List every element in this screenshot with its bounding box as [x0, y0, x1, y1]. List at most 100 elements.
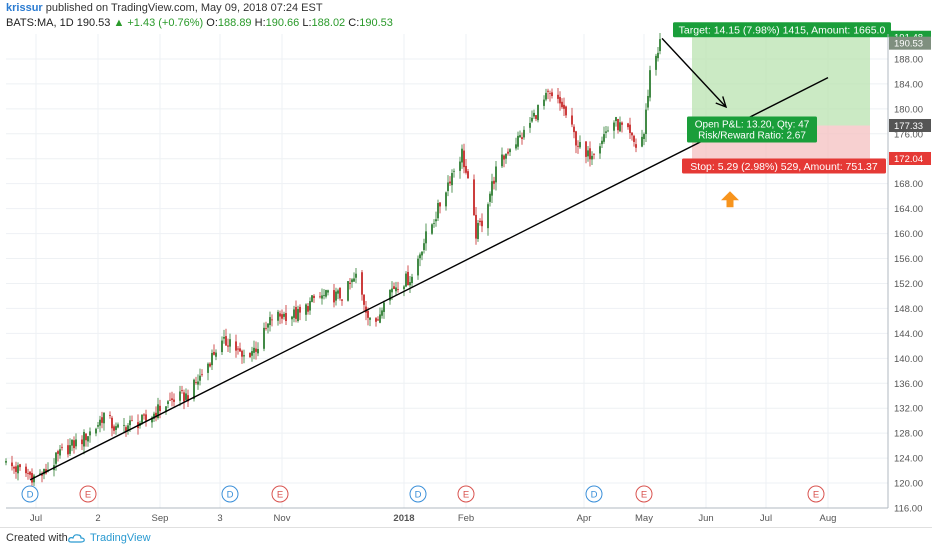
candle: [465, 159, 467, 175]
earnings-marker[interactable]: E: [457, 485, 475, 503]
candle: [19, 463, 21, 471]
candle: [585, 141, 587, 164]
candle: [405, 271, 407, 288]
price-chart[interactable]: Target: 14.15 (7.98%) 1415, Amount: 1665…: [0, 0, 932, 527]
candle: [461, 144, 463, 169]
candle: [227, 338, 229, 352]
close-label: C:: [348, 17, 360, 29]
y-tick-label: 140.00: [894, 354, 923, 365]
candle: [411, 273, 413, 288]
x-tick-label: Jul: [30, 513, 42, 524]
y-tick-label: 168.00: [894, 179, 923, 190]
candle: [27, 468, 29, 480]
candle: [561, 98, 563, 109]
price-badge: 172.04: [889, 151, 931, 165]
stop-label[interactable]: Stop: 5.29 (2.98%) 529, Amount: 751.37: [682, 158, 886, 174]
candle: [565, 105, 567, 119]
author-link[interactable]: krissur: [6, 2, 43, 14]
candle: [507, 148, 509, 156]
y-tick-label: 128.00: [894, 429, 923, 440]
candle: [117, 422, 119, 429]
candle: [631, 132, 633, 141]
y-axis[interactable]: 116.00 120.00 124.00 128.00 132.00 136.00 140.…: [887, 30, 931, 515]
candle: [183, 389, 185, 410]
svg-text:177.33: 177.33: [894, 121, 923, 132]
candle: [451, 169, 453, 193]
candle: [375, 316, 377, 327]
candle: [43, 468, 45, 480]
publish-line: krissur published on TradingView.com, Ma…: [6, 2, 323, 14]
candle: [563, 97, 565, 117]
candle: [55, 452, 57, 471]
dividend-marker[interactable]: D: [21, 485, 39, 503]
y-tick-label: 136.00: [894, 379, 923, 390]
candle: [257, 342, 259, 357]
candle: [209, 362, 211, 368]
drawings: [29, 37, 829, 481]
dividend-marker[interactable]: D: [409, 485, 427, 503]
candle: [607, 126, 609, 133]
svg-text:Open P&L: 13.20, Qty: 47: Open P&L: 13.20, Qty: 47: [695, 119, 810, 130]
candle: [57, 449, 59, 462]
candle: [377, 316, 379, 321]
candle: [67, 439, 69, 458]
candle: [417, 255, 419, 280]
candle: [591, 151, 593, 165]
candle: [103, 412, 105, 431]
trend-line[interactable]: [29, 77, 829, 481]
candle: [393, 282, 395, 290]
candle: [383, 300, 385, 319]
candle: [433, 219, 435, 228]
candle: [229, 333, 231, 353]
x-tick-label: Feb: [458, 513, 474, 524]
candle: [635, 138, 637, 153]
projection-arrow-line[interactable]: [661, 37, 727, 108]
svg-text:Risk/Reward Ratio: 2.67: Risk/Reward Ratio: 2.67: [698, 130, 806, 141]
earnings-marker[interactable]: E: [79, 485, 97, 503]
candle: [577, 140, 579, 154]
candle: [75, 433, 77, 450]
chart-header: krissur published on TradingView.com, Ma…: [0, 0, 932, 32]
candle: [297, 305, 299, 323]
y-tick-label: 180.00: [894, 104, 923, 115]
earnings-marker[interactable]: E: [271, 485, 289, 503]
earnings-marker[interactable]: E: [635, 485, 653, 503]
candle: [537, 104, 539, 123]
earnings-marker[interactable]: E: [807, 485, 825, 503]
candle: [641, 129, 643, 148]
last-price: 190.53: [76, 17, 111, 29]
target-label[interactable]: Target: 14.15 (7.98%) 1415, Amount: 1665…: [673, 22, 891, 38]
y-tick-label: 188.00: [894, 54, 923, 65]
candle: [659, 33, 661, 55]
candle: [529, 117, 531, 133]
x-tick-label: Apr: [577, 513, 592, 524]
candle: [87, 435, 89, 447]
candle: [395, 281, 397, 296]
candle: [409, 276, 411, 293]
candle: [319, 292, 321, 299]
low-label: L:: [302, 17, 312, 29]
candle: [389, 289, 391, 305]
dividend-marker[interactable]: D: [221, 485, 239, 503]
target-zone[interactable]: [692, 37, 870, 126]
open-value: 188.89: [217, 17, 252, 29]
candle: [185, 388, 187, 403]
candle: [285, 305, 287, 326]
x-tick-label: 2: [95, 513, 100, 524]
candle: [283, 311, 285, 320]
candle: [143, 413, 145, 420]
dividend-marker[interactable]: D: [585, 485, 603, 503]
candle: [473, 174, 475, 216]
x-tick-label: Sep: [152, 513, 169, 524]
candle: [171, 391, 173, 407]
candle: [475, 207, 477, 245]
candle: [127, 423, 129, 435]
candle: [453, 168, 455, 178]
candle: [269, 311, 271, 332]
svg-text:E: E: [277, 490, 283, 501]
tradingview-brand-link[interactable]: TradingView: [90, 532, 151, 544]
svg-text:E: E: [85, 490, 91, 501]
candle: [199, 368, 201, 386]
candle: [29, 470, 31, 479]
